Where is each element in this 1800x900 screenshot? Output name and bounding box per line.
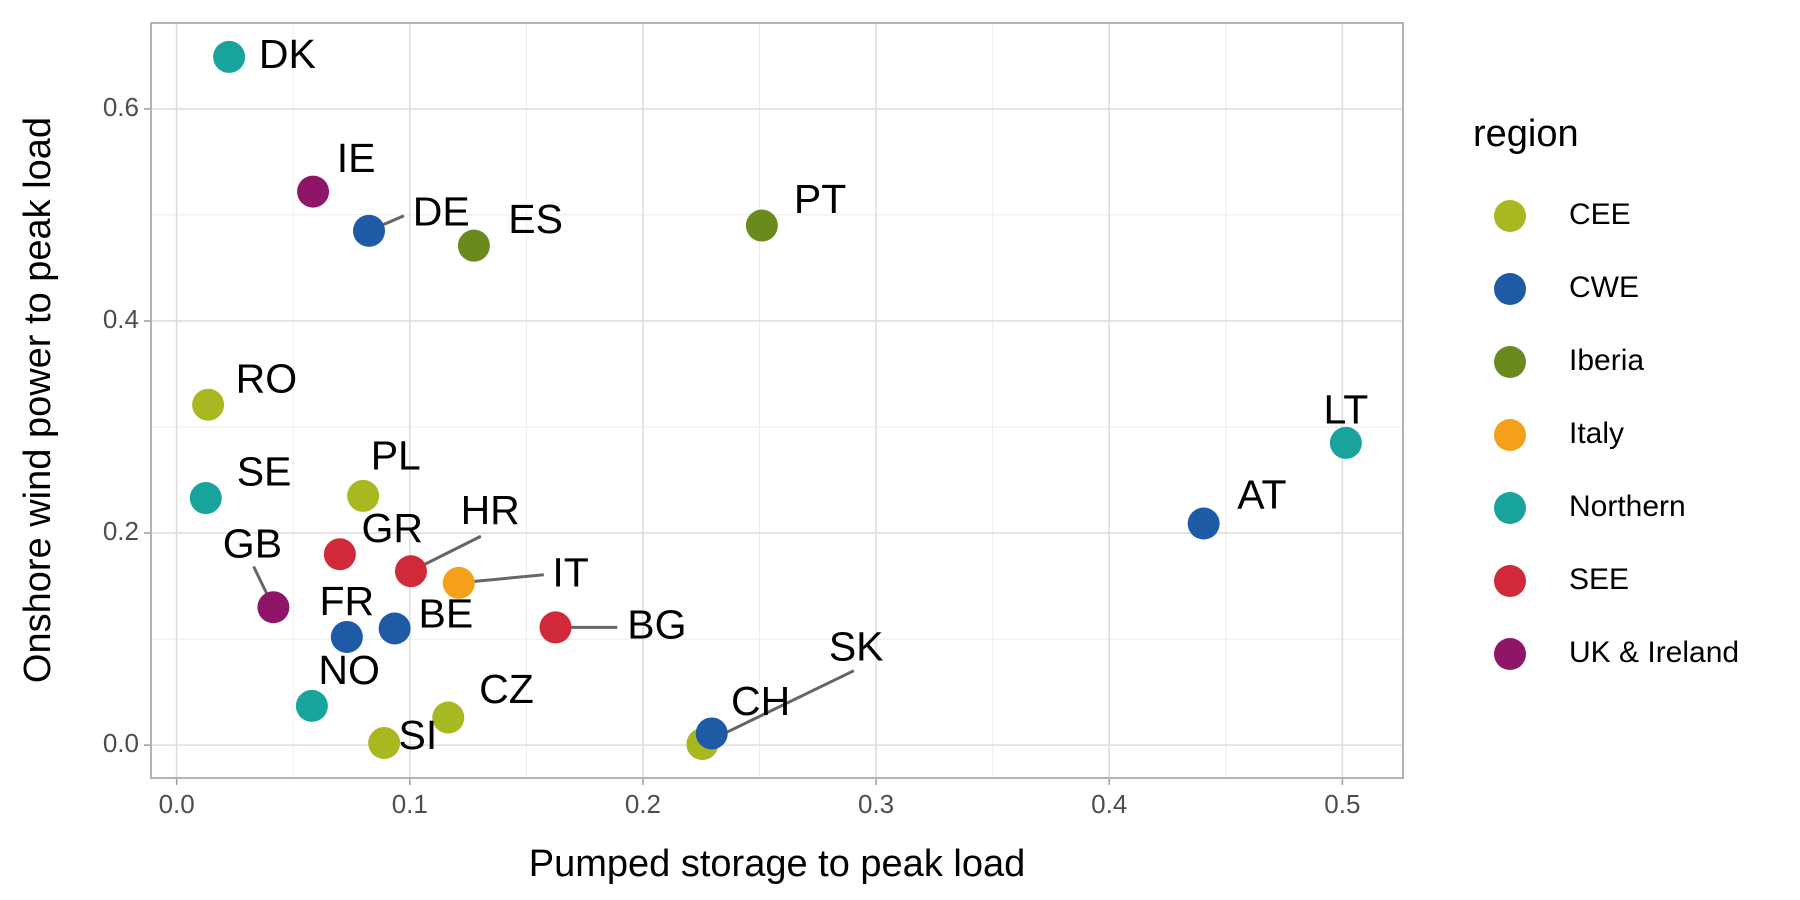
x-tick-label: 0.2 — [625, 789, 661, 819]
legend-key — [1494, 346, 1526, 378]
point-label: SI — [399, 712, 438, 758]
point — [394, 555, 427, 588]
point-label: LT — [1323, 386, 1368, 432]
point — [745, 209, 778, 242]
x-tick-label: 0.4 — [1091, 789, 1127, 819]
point-label: GB — [223, 521, 282, 567]
point — [695, 717, 728, 750]
point — [347, 479, 380, 512]
y-tick-label: 0.6 — [103, 92, 139, 122]
point — [1329, 426, 1362, 459]
legend-label: UK & Ireland — [1569, 636, 1739, 669]
point — [432, 701, 465, 734]
point-label: GR — [362, 505, 424, 551]
point — [192, 388, 225, 421]
legend-key — [1494, 419, 1526, 451]
y-tick-label: 0.0 — [103, 728, 139, 758]
point — [442, 566, 475, 599]
point-label: DE — [413, 188, 470, 234]
legend-label: Iberia — [1569, 344, 1644, 377]
legend-label: SEE — [1569, 563, 1629, 596]
point-label: HR — [461, 487, 520, 533]
point-label: DK — [259, 31, 316, 77]
point-label: PL — [371, 432, 421, 478]
y-axis-title: Onshore wind power to peak load — [17, 117, 59, 683]
point — [295, 689, 328, 722]
point — [368, 727, 401, 760]
legend-title: region — [1473, 113, 1579, 155]
x-tick-label: 0.1 — [392, 789, 428, 819]
legend-key — [1494, 565, 1526, 597]
legend-key — [1494, 200, 1526, 232]
point-label: RO — [236, 355, 298, 401]
point-label: CZ — [479, 666, 534, 712]
legend-label: CWE — [1569, 271, 1639, 304]
legend-label: Italy — [1569, 417, 1624, 450]
point-label: ES — [508, 196, 563, 242]
point-label: SK — [829, 624, 884, 670]
point-label: AT — [1237, 472, 1286, 518]
point — [457, 229, 490, 262]
plot-panel — [151, 23, 1403, 778]
x-tick-label: 0.0 — [159, 789, 195, 819]
point — [378, 612, 411, 645]
point — [297, 175, 330, 208]
point-label: BG — [627, 601, 686, 647]
point — [352, 214, 385, 247]
x-tick-label: 0.3 — [858, 789, 894, 819]
x-tick-label: 0.5 — [1324, 789, 1360, 819]
point — [323, 538, 356, 571]
legend-label: Northern — [1569, 490, 1686, 523]
point — [539, 611, 572, 644]
legend-key — [1494, 492, 1526, 524]
point — [189, 482, 222, 515]
point — [1187, 507, 1220, 540]
x-axis-title: Pumped storage to peak load — [529, 843, 1025, 885]
point — [330, 620, 363, 653]
point-label: FR — [320, 578, 375, 624]
y-tick-label: 0.4 — [103, 304, 139, 334]
legend-key — [1494, 273, 1526, 305]
point-label: SE — [237, 449, 292, 495]
point-label: CH — [731, 678, 790, 724]
point — [257, 591, 290, 624]
y-tick-label: 0.2 — [103, 516, 139, 546]
point-label: IE — [337, 135, 376, 181]
point-label: PT — [794, 176, 846, 222]
legend-key — [1494, 638, 1526, 670]
point-label: NO — [318, 647, 380, 693]
legend-label: CEE — [1569, 198, 1631, 231]
point-label: BE — [419, 591, 474, 637]
point — [213, 40, 246, 73]
point-label: IT — [552, 550, 588, 596]
panel-border — [150, 22, 1404, 779]
